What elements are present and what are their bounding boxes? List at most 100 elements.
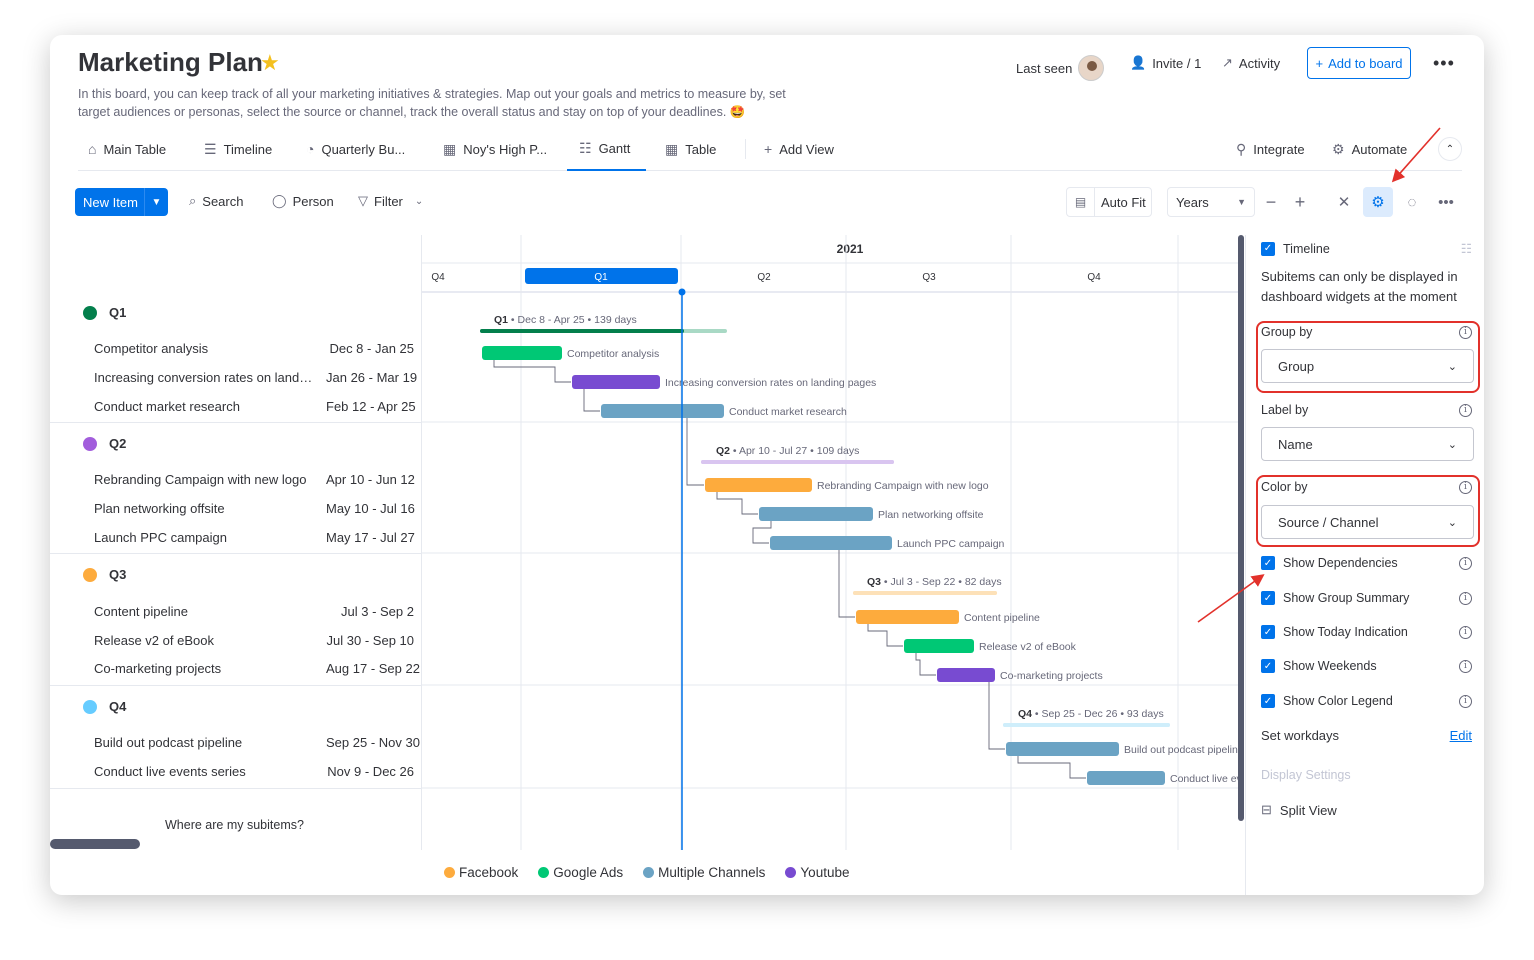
filter-button[interactable]: ▽ Filter ⌄ xyxy=(358,193,423,209)
checkbox-checked-icon[interactable]: ✓ xyxy=(1261,625,1275,639)
person-label: Person xyxy=(292,193,334,209)
edit-workdays-link[interactable]: Edit xyxy=(1449,728,1472,743)
info-icon[interactable]: i xyxy=(1459,480,1472,494)
show-today-indication-toggle[interactable]: ✓ Show Today Indication i xyxy=(1261,625,1472,639)
group-header[interactable]: Q3 xyxy=(83,567,126,582)
checkbox-checked-icon[interactable]: ✓ xyxy=(1261,659,1275,673)
item-row[interactable]: Conduct market research Feb 12 - Apr 25 xyxy=(94,399,416,414)
activity-button[interactable]: ↗ Activity xyxy=(1222,55,1280,71)
more-options-icon[interactable]: ••• xyxy=(1438,193,1454,211)
group-header[interactable]: Q4 xyxy=(83,699,126,714)
info-icon[interactable]: i xyxy=(1459,625,1472,639)
color-by-select[interactable]: Source / Channel ⌄ xyxy=(1261,505,1474,539)
item-row[interactable]: Conduct live events series Nov 9 - Dec 26 xyxy=(94,764,414,779)
last-seen[interactable]: Last seen xyxy=(1016,55,1105,81)
group-summary-label: Q2 • Apr 10 - Jul 27 • 109 days xyxy=(716,445,859,457)
automate-button[interactable]: ⚙ Automate xyxy=(1332,127,1407,171)
color-by-label: Color by xyxy=(1261,480,1308,494)
task-bar xyxy=(904,639,974,653)
info-icon[interactable]: i xyxy=(1459,659,1472,673)
checkbox-checked-icon[interactable]: ✓ xyxy=(1261,241,1275,256)
dependency-connector xyxy=(752,520,772,544)
subitems-help-link[interactable]: Where are my subitems? xyxy=(165,818,304,832)
show-weekends-toggle[interactable]: ✓ Show Weekends i xyxy=(1261,659,1472,673)
dependency-connector xyxy=(1017,755,1086,779)
zoom-in-button[interactable]: + xyxy=(1294,191,1306,212)
chevron-down-icon[interactable]: ▼ xyxy=(144,188,168,216)
item-list: Q1 Competitor analysis Dec 8 - Jan 25 Incre… xyxy=(50,235,422,850)
invite-button[interactable]: 👤 Invite / 1 xyxy=(1130,55,1201,71)
group-summary-name: Q4 xyxy=(1018,708,1032,720)
info-icon[interactable]: i xyxy=(1459,556,1472,570)
label-by-select[interactable]: Name ⌄ xyxy=(1261,427,1474,461)
item-row[interactable]: Plan networking offsite May 10 - Jul 16 xyxy=(94,501,415,516)
group-color-dot xyxy=(83,436,97,451)
group-by-select[interactable]: Group ⌄ xyxy=(1261,349,1474,383)
info-icon[interactable]: i xyxy=(1459,325,1472,339)
checkbox-checked-icon[interactable]: ✓ xyxy=(1261,694,1275,708)
checkbox-checked-icon[interactable]: ✓ xyxy=(1261,591,1275,605)
show-group-summary-toggle[interactable]: ✓ Show Group Summary i xyxy=(1261,591,1472,605)
legend-swatch xyxy=(785,867,797,878)
collapse-header-icon[interactable]: ⌃ xyxy=(1438,137,1462,161)
tab-timeline[interactable]: ☰ Timeline xyxy=(204,127,272,171)
tab-quarterly-budget[interactable]: ◔ Quarterly Bu... xyxy=(306,127,405,171)
tab-table[interactable]: ▦ Table xyxy=(665,127,716,171)
info-icon[interactable]: i xyxy=(1459,694,1472,708)
person-icon: ◯ xyxy=(272,193,287,208)
item-row[interactable]: Launch PPC campaign May 17 - Jul 27 xyxy=(94,530,415,545)
star-icon[interactable]: ★ xyxy=(260,50,280,75)
task-bar-label: Co-marketing projects xyxy=(1000,670,1103,682)
task-bar xyxy=(1006,742,1119,756)
add-to-board-button[interactable]: + Add to board xyxy=(1307,47,1411,79)
filter-icon: ▽ xyxy=(358,193,368,208)
chat-icon[interactable]: ◌ xyxy=(1407,193,1417,211)
item-row[interactable]: Co-marketing projects Aug 17 - Sep 22 xyxy=(94,661,420,676)
horizontal-scrollbar[interactable] xyxy=(50,839,140,849)
tab-noys-high-priority[interactable]: ▦ Noy's High P... xyxy=(443,127,547,171)
group-name: Q4 xyxy=(109,699,127,714)
legend-item: Facebook xyxy=(444,865,518,880)
info-icon[interactable]: i xyxy=(1459,591,1472,605)
item-name: Release v2 of eBook xyxy=(94,633,214,648)
integrate-button[interactable]: ⚲ Integrate xyxy=(1236,127,1305,171)
info-icon[interactable]: i xyxy=(1459,403,1472,417)
group-divider xyxy=(50,553,421,554)
auto-fit-button[interactable]: ▤ Auto Fit xyxy=(1066,187,1152,217)
item-row[interactable]: Rebranding Campaign with new logo Apr 10 … xyxy=(94,472,415,487)
task-bar xyxy=(1087,771,1165,785)
item-row[interactable]: Competitor analysis Dec 8 - Jan 25 xyxy=(94,341,414,356)
task-bar xyxy=(770,536,892,550)
item-row[interactable]: Build out podcast pipeline Sep 25 - Nov 3… xyxy=(94,735,420,750)
tab-gantt[interactable]: ☷ Gantt xyxy=(567,127,647,171)
checkbox-checked-icon[interactable]: ✓ xyxy=(1261,556,1275,570)
search-button[interactable]: ⌕ Search xyxy=(189,193,243,209)
vertical-scrollbar[interactable] xyxy=(1238,235,1244,821)
zoom-out-button[interactable]: − xyxy=(1265,191,1277,212)
avatar[interactable] xyxy=(1078,55,1105,81)
item-name: Rebranding Campaign with new logo xyxy=(94,472,307,487)
split-view-button[interactable]: ⊟ Split View xyxy=(1261,802,1472,818)
group-header[interactable]: Q1 xyxy=(83,305,126,320)
more-options-icon[interactable]: ••• xyxy=(1433,53,1455,73)
new-item-button[interactable]: New Item ▼ xyxy=(75,188,168,216)
timeline-toggle[interactable]: ✓ Timeline ☷ xyxy=(1261,241,1472,256)
item-row[interactable]: Increasing conversion rates on landing p… xyxy=(94,370,417,385)
tab-add-view[interactable]: + Add View xyxy=(764,127,834,171)
person-filter-button[interactable]: ◯ Person xyxy=(272,193,334,209)
add-to-board-label: Add to board xyxy=(1328,55,1403,71)
split-view-label: Split View xyxy=(1279,802,1337,818)
zoom-level-select[interactable]: Years ▼ xyxy=(1167,187,1255,217)
show-color-legend-toggle[interactable]: ✓ Show Color Legend i xyxy=(1261,694,1472,708)
show-dependencies-toggle[interactable]: ✓ Show Dependencies i xyxy=(1261,556,1472,570)
dependency-connector xyxy=(915,652,936,676)
item-row[interactable]: Content pipeline Jul 3 - Sep 2 xyxy=(94,604,414,619)
item-row[interactable]: Release v2 of eBook Jul 30 - Sep 10 xyxy=(94,633,414,648)
collapse-arrows-icon[interactable]: ✕ xyxy=(1337,194,1351,211)
item-name: Competitor analysis xyxy=(94,341,209,356)
tab-main-table[interactable]: ⌂ Main Table xyxy=(88,127,166,171)
gantt-chart[interactable]: 2021 Q4 Q1 Q2 Q3 Q4 Q1 • Dec 8 - Apr 25 • 139 … xyxy=(422,235,1240,850)
settings-gear-icon[interactable]: ⚙ xyxy=(1363,187,1393,217)
group-header[interactable]: Q2 xyxy=(83,436,126,451)
chevron-down-icon[interactable]: ⌄ xyxy=(414,195,424,207)
